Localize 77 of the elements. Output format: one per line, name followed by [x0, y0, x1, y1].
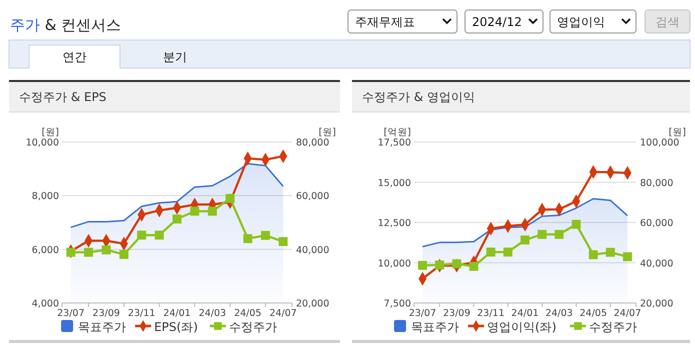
x-tick-label: 23/09	[92, 308, 120, 319]
x-tick-label: 23/09	[442, 308, 470, 319]
point	[208, 206, 217, 216]
y-tick-label: 8,000	[32, 191, 59, 202]
point	[260, 230, 270, 240]
point	[606, 248, 615, 257]
chart-title: 수정주가 & 영업이익	[362, 90, 475, 104]
y2-tick-label: 40,000	[296, 244, 330, 256]
point	[137, 230, 146, 240]
point	[572, 220, 581, 229]
legend-label: 영업이익(좌)	[487, 320, 556, 334]
y2-tick-label: 20,000	[296, 298, 330, 310]
y2-axis-title: [원]	[318, 127, 336, 138]
text: 영업이익	[557, 15, 605, 29]
text: 주재무제표	[355, 15, 415, 29]
text: 분기	[163, 50, 187, 64]
y2-tick-label: 60,000	[640, 218, 674, 229]
y2-tick-label: 80,000	[640, 178, 674, 189]
point	[190, 206, 200, 216]
point	[622, 252, 632, 262]
point	[119, 250, 128, 259]
text: 2024/12	[472, 15, 522, 29]
y-axis-title: [억원]	[384, 127, 411, 138]
point	[84, 248, 94, 257]
point	[102, 245, 111, 254]
x-tick-label: 24/03	[198, 308, 226, 319]
point	[154, 230, 164, 240]
y-tick-label: 10,000	[378, 258, 411, 270]
x-tick-label: 24/05	[234, 308, 262, 319]
point	[503, 248, 512, 257]
point	[435, 260, 444, 270]
y2-tick-label: 40,000	[640, 258, 674, 270]
point	[172, 214, 182, 224]
legend-label: 수정주가	[228, 320, 277, 334]
point	[452, 259, 462, 268]
point	[243, 234, 252, 244]
point	[554, 230, 564, 239]
text: 검색	[656, 15, 680, 29]
text: 주가 & 컨센서스	[10, 16, 122, 34]
point	[538, 230, 547, 239]
x-tick-label: 23/11	[477, 308, 505, 319]
x-tick-label: 24/05	[580, 308, 608, 319]
y2-tick-label: 80,000	[296, 138, 330, 148]
y-tick-label: 10,000	[26, 138, 59, 148]
y-tick-label: 4,000	[32, 298, 59, 310]
point	[226, 194, 235, 203]
legend-label: 목표주가	[78, 320, 126, 334]
x-tick-label: 23/07	[57, 308, 85, 319]
point	[520, 236, 530, 244]
legend-label: 목표주가	[411, 320, 460, 334]
y2-tick-label: 60,000	[296, 191, 330, 202]
legend-label: 수정주가	[588, 320, 637, 334]
point	[418, 260, 428, 270]
y-tick-label: 15,000	[378, 178, 411, 189]
point	[66, 248, 76, 257]
x-tick-label: 24/07	[269, 308, 297, 319]
x-tick-label: 24/03	[545, 308, 573, 319]
y-tick-label: 7,500	[384, 298, 411, 310]
y-tick-label: 12,500	[378, 218, 411, 229]
y-tick-label: 17,500	[378, 138, 411, 148]
y-axis-title: [원]	[42, 127, 59, 138]
point	[486, 248, 496, 257]
x-tick-label: 24/01	[163, 308, 191, 319]
x-tick-label: 24/07	[614, 308, 642, 319]
y2-tick-label: 100,000	[640, 138, 680, 148]
y-tick-label: 6,000	[32, 244, 59, 256]
point	[588, 250, 598, 260]
text: 연간	[62, 50, 86, 64]
point	[278, 237, 288, 246]
y2-axis-title: [원]	[668, 127, 686, 138]
y2-tick-label: 20,000	[640, 298, 674, 310]
x-tick-label: 24/01	[511, 308, 539, 319]
x-tick-label: 23/11	[128, 308, 156, 319]
legend-label: EPS(좌)	[154, 320, 198, 334]
chart-title: 수정주가 & EPS	[19, 90, 106, 104]
point	[469, 262, 478, 271]
x-tick-label: 23/07	[408, 308, 436, 319]
